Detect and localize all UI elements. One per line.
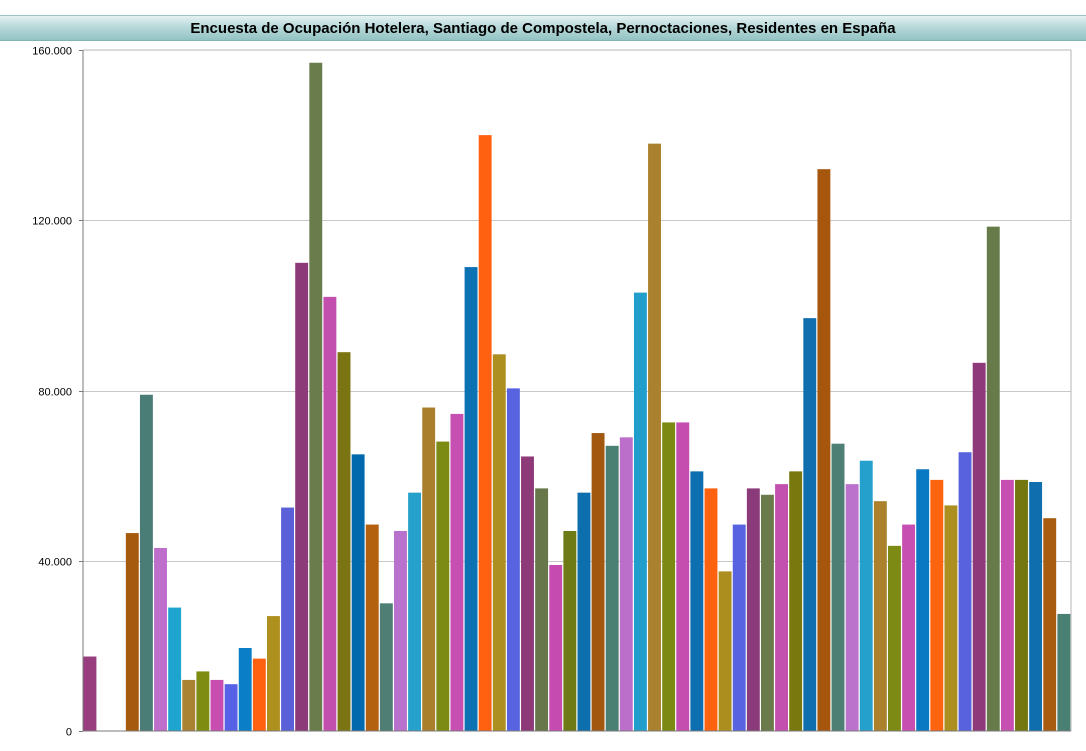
bar bbox=[266, 616, 280, 731]
y-tick-label: 160.000 bbox=[32, 46, 72, 58]
bar bbox=[139, 394, 153, 731]
bar bbox=[224, 684, 238, 731]
bar bbox=[309, 62, 323, 731]
bar bbox=[591, 433, 605, 731]
bar bbox=[958, 452, 972, 731]
bar bbox=[281, 507, 295, 731]
y-tick-label: 40.000 bbox=[38, 557, 72, 569]
bar bbox=[450, 413, 464, 731]
bar bbox=[478, 135, 492, 732]
bar bbox=[831, 443, 845, 731]
bar bbox=[1057, 613, 1071, 731]
bar bbox=[125, 533, 139, 731]
bar bbox=[577, 492, 591, 731]
bar bbox=[210, 679, 224, 731]
bar bbox=[506, 388, 520, 731]
bar bbox=[154, 547, 167, 731]
bar bbox=[549, 565, 563, 731]
bar-series bbox=[83, 62, 1071, 732]
bar bbox=[789, 471, 803, 731]
bar bbox=[633, 292, 647, 731]
bar bbox=[1029, 482, 1043, 731]
bar bbox=[337, 352, 351, 731]
bar bbox=[394, 530, 407, 731]
chart-title-bar: Encuesta de Ocupación Hotelera, Santiago… bbox=[0, 15, 1086, 41]
bar bbox=[492, 354, 506, 731]
bar bbox=[1043, 518, 1057, 731]
bar bbox=[662, 422, 676, 731]
bar bbox=[351, 454, 365, 731]
bar bbox=[986, 226, 1000, 731]
bar bbox=[521, 456, 534, 731]
bar bbox=[859, 460, 873, 731]
bar bbox=[83, 656, 97, 731]
y-tick-label: 0 bbox=[66, 727, 72, 739]
bar bbox=[238, 648, 252, 731]
bar bbox=[379, 603, 393, 731]
y-tick-label: 120.000 bbox=[32, 216, 72, 228]
bar bbox=[972, 362, 986, 731]
bar bbox=[916, 469, 930, 731]
bar bbox=[182, 679, 196, 731]
bar bbox=[535, 488, 549, 731]
bar bbox=[760, 494, 774, 731]
bar bbox=[1015, 479, 1028, 731]
bar bbox=[690, 471, 704, 731]
bar bbox=[732, 524, 746, 731]
chart-title: Encuesta de Ocupación Hotelera, Santiago… bbox=[190, 20, 896, 37]
bar bbox=[563, 530, 577, 731]
y-tick-label: 80.000 bbox=[38, 387, 72, 399]
bar bbox=[605, 445, 619, 731]
bar bbox=[1000, 479, 1014, 731]
bar bbox=[902, 524, 916, 731]
bar bbox=[873, 501, 887, 731]
bar bbox=[944, 505, 958, 731]
bar bbox=[746, 488, 760, 731]
bar bbox=[619, 437, 633, 731]
bar bbox=[648, 143, 661, 731]
bar bbox=[718, 571, 732, 731]
bar bbox=[845, 484, 859, 731]
bar bbox=[196, 671, 210, 731]
bar bbox=[676, 422, 690, 731]
bar bbox=[295, 262, 309, 731]
bar bbox=[817, 169, 831, 731]
bar bbox=[775, 484, 789, 731]
bar bbox=[408, 492, 422, 731]
bar bbox=[704, 488, 718, 731]
bar bbox=[803, 318, 817, 731]
bar bbox=[422, 407, 436, 731]
bar bbox=[365, 524, 379, 731]
bar bbox=[323, 296, 337, 731]
bar bbox=[888, 545, 901, 731]
bar bbox=[464, 267, 478, 731]
bar bbox=[436, 441, 450, 731]
bar bbox=[930, 479, 944, 731]
bar bbox=[252, 658, 266, 731]
bar bbox=[168, 607, 182, 731]
y-tick-labels: 0 40.000 80.000 120.000 160.000 bbox=[32, 46, 83, 739]
axes bbox=[82, 49, 1072, 732]
